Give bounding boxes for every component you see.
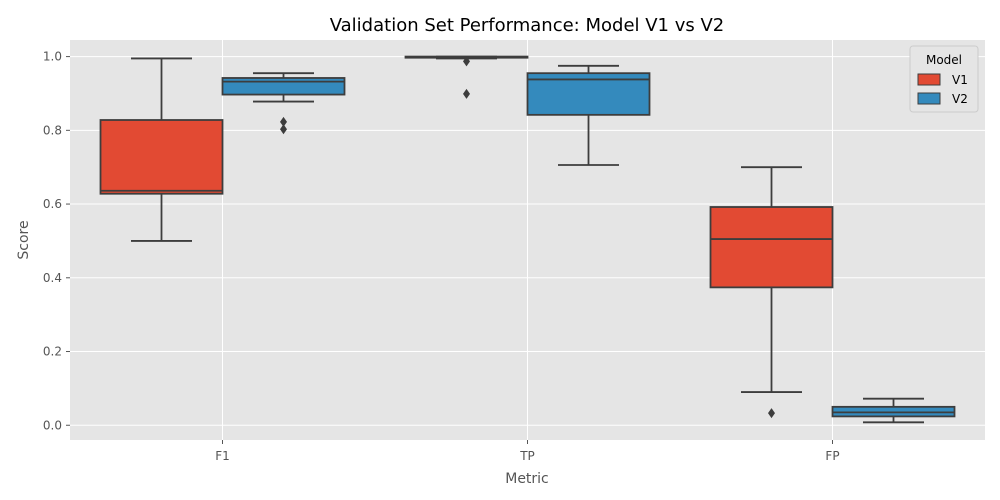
legend-title: Model [926, 53, 962, 67]
outlier-point [280, 116, 287, 127]
box-iqr [221, 77, 346, 96]
box-V2-FP [831, 397, 956, 424]
legend-swatch-V2 [917, 92, 941, 105]
x-tick-label: FP [825, 449, 839, 463]
legend-swatch-V1 [917, 73, 941, 86]
box-V1-F1 [99, 57, 224, 242]
y-tick-label: 0.8 [43, 123, 62, 137]
x-axis-label: Metric [505, 471, 549, 487]
box-iqr [709, 206, 834, 289]
axes: 0.0 0.2 0.4 0.6 0.8 1.0 F1 TP FP [43, 50, 840, 463]
y-tick-label: 0.6 [43, 197, 62, 211]
boxes [99, 55, 956, 424]
box-V2-TP [526, 64, 651, 166]
y-axis-label: Score [16, 220, 32, 259]
outlier-point [463, 56, 470, 67]
box-V1-FP [709, 166, 834, 419]
outlier-point [280, 124, 287, 135]
y-tick-label: 0.0 [43, 418, 62, 432]
x-tick-label: F1 [215, 449, 230, 463]
legend-label-V2: V2 [952, 92, 968, 106]
y-tick-label: 0.4 [43, 271, 62, 285]
box-V2-F1 [221, 72, 346, 135]
legend-label-V1: V1 [952, 73, 968, 87]
box-iqr [99, 119, 224, 195]
outlier-point [768, 408, 775, 419]
y-tick-label: 1.0 [43, 50, 62, 64]
outlier-point [463, 88, 470, 99]
y-tick-label: 0.2 [43, 345, 62, 359]
box-V1-TP [404, 55, 529, 99]
chart-title: Validation Set Performance: Model V1 vs … [330, 15, 725, 36]
legend: Model V1 V2 [909, 45, 979, 113]
x-tick-label: TP [519, 449, 535, 463]
